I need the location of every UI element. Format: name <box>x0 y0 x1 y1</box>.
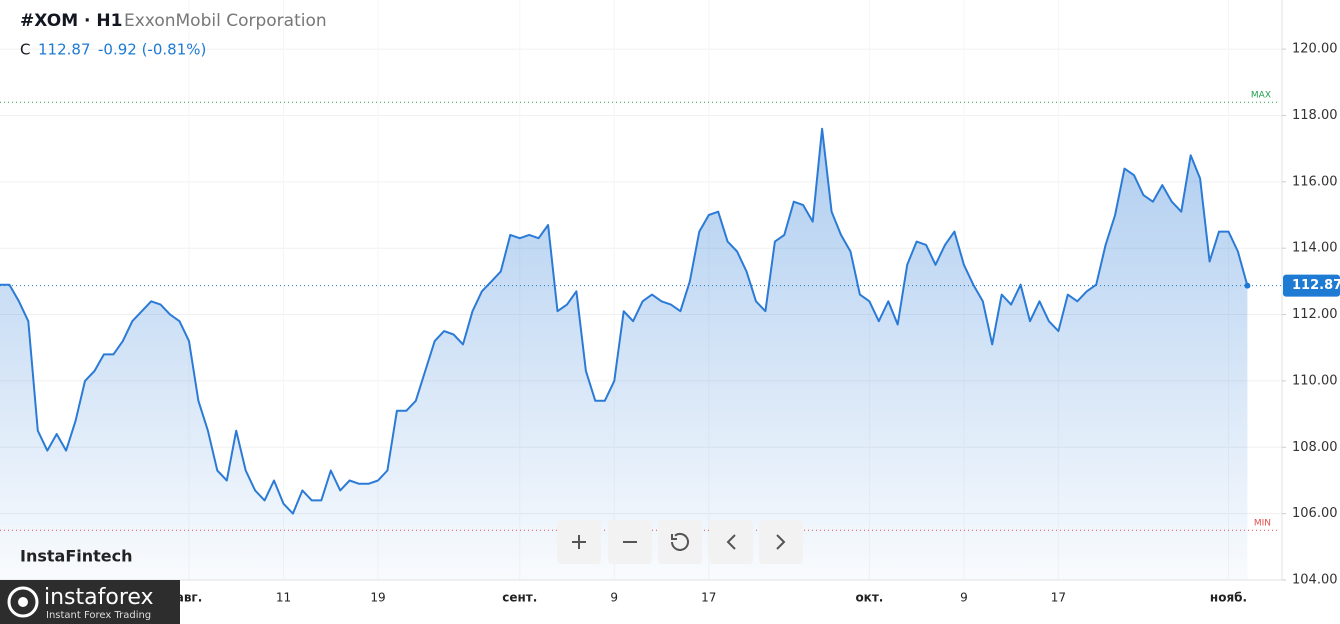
x-tick-label: авг. <box>176 591 203 605</box>
header-price: 112.87 <box>38 41 91 59</box>
reset-icon <box>671 532 689 551</box>
y-tick-label: 114.00 <box>1292 241 1338 256</box>
logo-text: instaforex <box>44 585 154 610</box>
x-tick-label: сент. <box>502 591 537 605</box>
zoom-out-button[interactable] <box>608 520 652 564</box>
scroll-left-icon <box>726 534 736 550</box>
price-change: -0.92 (-0.81%) <box>98 41 206 59</box>
x-tick-label: 9 <box>610 591 618 605</box>
current-price-label: 112.87 <box>1292 278 1340 293</box>
scroll-right-button[interactable] <box>759 520 803 564</box>
min-line-label: MIN <box>1254 519 1271 529</box>
x-tick-label: 11 <box>276 591 291 605</box>
scroll-left-button[interactable] <box>709 520 753 564</box>
x-tick-label: 17 <box>701 591 716 605</box>
y-tick-label: 106.00 <box>1292 506 1338 521</box>
zoom-in-icon <box>572 535 586 549</box>
y-tick-label: 108.00 <box>1292 440 1338 455</box>
zoom-out-icon <box>623 541 637 543</box>
y-tick-label: 118.00 <box>1292 108 1338 123</box>
logo-icon <box>7 586 39 618</box>
y-tick-label: 116.00 <box>1292 174 1338 189</box>
price-line <box>0 127 1249 515</box>
y-tick-label: 104.00 <box>1292 573 1338 588</box>
max-line-label: MAX <box>1251 91 1271 101</box>
watermark: InstaFintech <box>20 547 133 566</box>
last-point <box>1244 282 1251 289</box>
reset-button[interactable] <box>658 520 702 564</box>
logo-tagline: Instant Forex Trading <box>46 610 151 621</box>
scroll-right-icon <box>776 534 786 550</box>
x-tick-label: 17 <box>1051 591 1066 605</box>
symbol: #XOM · H1 <box>20 11 122 31</box>
x-tick-label: 19 <box>370 591 385 605</box>
logo-icon-core <box>18 597 28 607</box>
logo-box <box>0 580 180 624</box>
area-fill <box>0 128 1248 580</box>
y-tick-label: 110.00 <box>1292 373 1338 388</box>
y-tick-label: 120.00 <box>1292 42 1338 57</box>
x-tick-label: окт. <box>855 591 883 605</box>
y-tick-label: 112.00 <box>1292 307 1338 322</box>
price-prefix: C <box>20 41 30 59</box>
x-tick-label: нояб. <box>1210 591 1247 605</box>
x-tick-label: 9 <box>960 591 968 605</box>
company: ExxonMobil Corporation <box>124 11 327 31</box>
current-price-box <box>1283 274 1340 297</box>
zoom-in-button[interactable] <box>557 520 601 564</box>
